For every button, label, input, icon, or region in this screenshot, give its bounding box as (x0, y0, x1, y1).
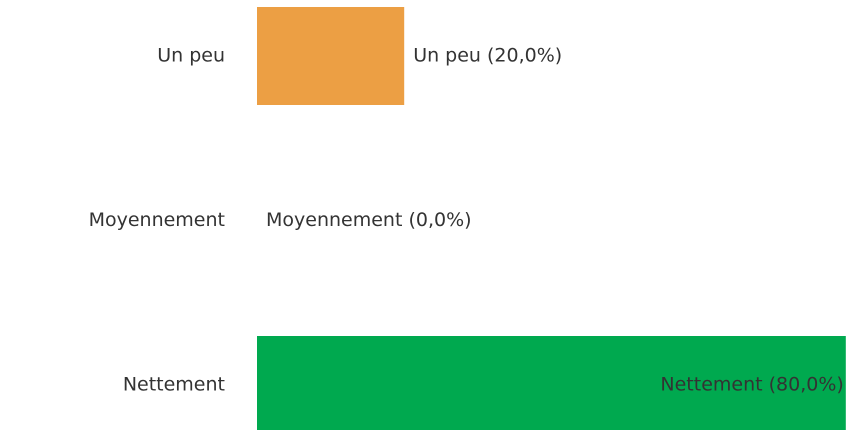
category-label: Nettement (123, 374, 225, 396)
bar (257, 336, 846, 430)
value-label: Moyennement (0,0%) (266, 209, 472, 231)
value-label: Un peu (20,0%) (413, 45, 562, 67)
category-label: Un peu (157, 45, 225, 67)
bar (257, 7, 405, 105)
value-label: Nettement (80,0%) (660, 374, 843, 396)
category-label: Moyennement (89, 209, 225, 231)
